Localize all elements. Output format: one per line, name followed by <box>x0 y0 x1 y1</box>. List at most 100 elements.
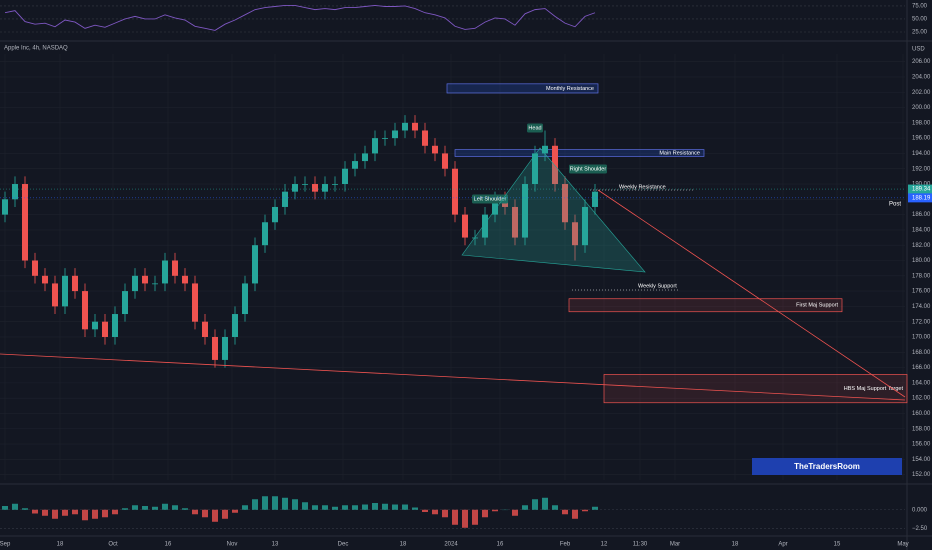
histogram-bar <box>272 496 278 510</box>
candle-body <box>42 275 48 284</box>
chart-title: Apple Inc, 4h, NASDAQ <box>4 46 68 52</box>
histogram-bar <box>212 509 218 522</box>
pattern-triangle <box>461 147 646 273</box>
y-tick-label: 182.00 <box>912 243 931 249</box>
candle-body <box>592 191 598 207</box>
candle-body <box>312 184 318 192</box>
candle-body <box>332 184 338 185</box>
x-tick-label: 12 <box>601 542 608 548</box>
candle-body <box>582 206 588 246</box>
zone <box>603 374 908 404</box>
histogram-bar <box>22 508 28 510</box>
candle-body <box>22 184 28 261</box>
candle-body <box>222 336 228 360</box>
zone-label: First Maj Support <box>796 303 838 309</box>
histogram-bar <box>292 499 298 510</box>
x-tick-label: Nov <box>227 542 238 548</box>
y-tick-label: 202.00 <box>912 90 931 96</box>
candle-body <box>242 283 248 315</box>
histogram-bar <box>42 509 48 516</box>
candle-body <box>362 153 368 162</box>
y-tick-label: 194.00 <box>912 151 931 157</box>
x-tick-label: 18 <box>400 542 407 548</box>
y-tick-label: 156.00 <box>912 442 931 448</box>
histogram-bar <box>572 509 578 519</box>
y-tick-label: 184.00 <box>912 227 931 233</box>
zone <box>454 149 705 157</box>
histogram-bar <box>142 506 148 510</box>
candle-body <box>412 122 418 131</box>
y-tick-label: 170.00 <box>912 335 931 341</box>
histogram-bar <box>542 497 548 510</box>
candle-body <box>162 260 168 284</box>
candle-body <box>382 138 388 139</box>
y-tick-label: 164.00 <box>912 380 931 386</box>
y-tick-label: 200.00 <box>912 105 931 111</box>
y-tick-label: 154.00 <box>912 457 931 463</box>
candle-body <box>122 291 128 315</box>
price-label-box <box>908 184 932 194</box>
x-tick-label: 16 <box>165 542 172 548</box>
histogram-bar <box>12 503 18 510</box>
y-tick-label: 198.00 <box>912 120 931 126</box>
zone-label: Main Resistance <box>659 150 700 156</box>
target-line <box>597 189 906 398</box>
x-tick-label: 2024 <box>444 542 458 548</box>
candle-body <box>2 199 8 215</box>
candle-body <box>52 283 58 307</box>
candle-body <box>542 145 548 154</box>
histogram-bar <box>52 509 58 519</box>
candle-body <box>232 314 238 337</box>
x-tick-label: 11:30 <box>633 542 648 548</box>
candle-body <box>12 184 18 200</box>
candle-body <box>472 237 478 239</box>
histogram-bar <box>472 509 478 525</box>
y-tick-label: 174.00 <box>912 304 931 310</box>
x-tick-label: Oct <box>108 542 118 548</box>
histogram-bar <box>282 497 288 510</box>
histogram-bar <box>122 508 128 510</box>
x-tick-label: Sep <box>0 542 11 548</box>
candle-body <box>152 283 158 285</box>
histogram-bar <box>522 505 528 510</box>
histogram-bar <box>562 509 568 515</box>
y-tick-label: 162.00 <box>912 396 931 402</box>
histogram-bar <box>252 499 258 510</box>
candle-body <box>102 321 108 337</box>
y-tick-label: 152.00 <box>912 472 931 478</box>
histogram-bar <box>242 505 248 510</box>
candle-body <box>392 130 398 139</box>
annotation: Head <box>528 125 541 131</box>
histogram-bar <box>172 505 178 510</box>
y-tick-label: 168.00 <box>912 350 931 356</box>
histogram-bar <box>352 505 358 510</box>
histogram-bar <box>402 504 408 510</box>
price-label: 189.34 <box>912 187 931 193</box>
zone-label: Monthly Resistance <box>546 86 594 92</box>
annotation-box <box>569 164 607 174</box>
y-tick-label: 186.00 <box>912 212 931 218</box>
histogram-bar <box>32 509 38 514</box>
histogram-bar <box>152 506 158 510</box>
y-tick-label: 50.00 <box>912 17 928 23</box>
histogram-bar <box>382 503 388 510</box>
candle-body <box>352 161 358 169</box>
candle-body <box>482 214 488 238</box>
histogram-bar <box>2 506 8 510</box>
candle-body <box>262 222 268 246</box>
x-tick-label: May <box>897 542 908 548</box>
candle-body <box>72 275 78 292</box>
histogram-bar <box>182 508 188 510</box>
histogram-bar <box>262 496 268 510</box>
histogram-bar <box>462 509 468 528</box>
candle-body <box>302 184 308 185</box>
histogram-bar <box>532 499 538 510</box>
y-tick-label: 25.00 <box>912 30 928 36</box>
histogram-bar <box>442 509 448 518</box>
y-tick-label: 178.00 <box>912 273 931 279</box>
annotation: Weekly Support <box>638 283 677 289</box>
y-tick-label: 192.00 <box>912 166 931 172</box>
candle-body <box>322 184 328 192</box>
candle-body <box>182 275 188 284</box>
